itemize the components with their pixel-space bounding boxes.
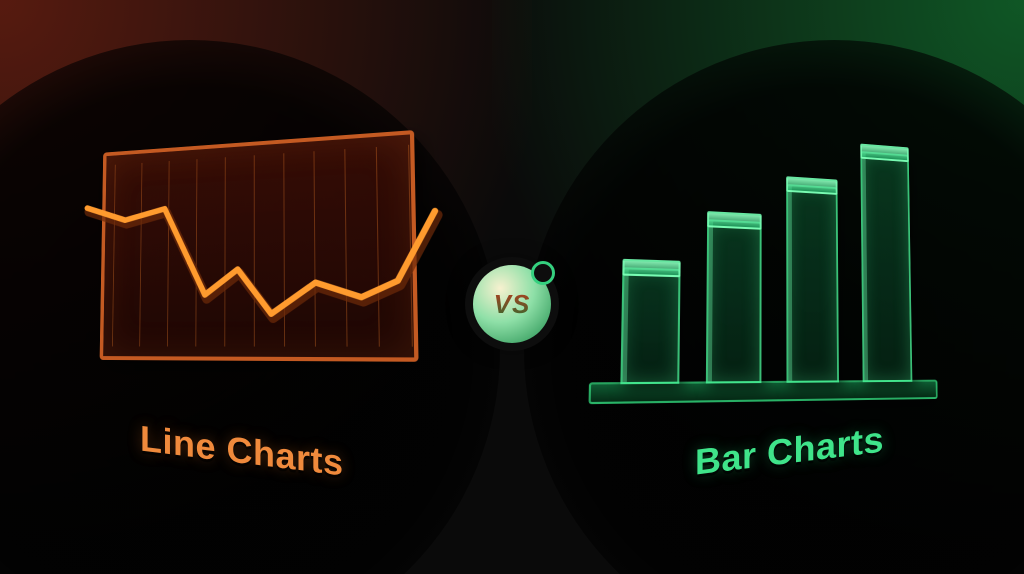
- bar-chart: [599, 119, 929, 404]
- line-chart: [100, 130, 419, 362]
- line-chart-trace: [84, 153, 437, 344]
- bar-chart-bar: [786, 184, 839, 383]
- vs-label: VS: [494, 289, 531, 320]
- vs-badge: VS: [473, 265, 551, 343]
- bar-chart-bar: [706, 219, 762, 383]
- bar-chart-bar: [620, 267, 680, 384]
- bar-chart-bar: [860, 151, 912, 382]
